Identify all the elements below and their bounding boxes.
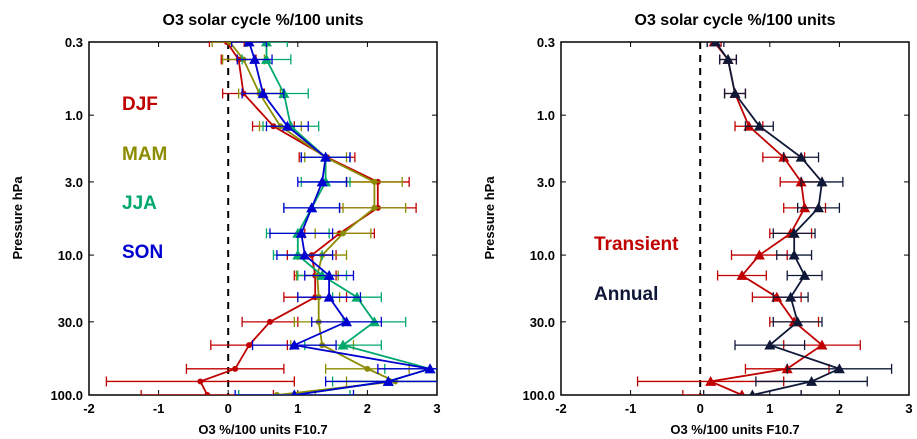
data-point-annual <box>729 87 741 98</box>
data-point-son <box>243 42 255 47</box>
x-tick-label: 2 <box>364 401 371 416</box>
chart-panel-right: O3 solar cycle %/100 units O3 %/100 unit… <box>482 12 913 437</box>
data-point-son <box>249 53 261 64</box>
data-point-annual <box>806 375 818 386</box>
chart-title-left: O3 solar cycle %/100 units <box>163 12 364 29</box>
x-tick-label: 1 <box>766 401 773 416</box>
data-point-transient <box>705 375 717 386</box>
series-line-jja <box>265 42 434 395</box>
data-point-annual <box>788 249 800 260</box>
x-tick-label: -2 <box>83 401 95 416</box>
data-point-annual <box>833 363 845 374</box>
y-tick-label: 0.3 <box>65 35 83 50</box>
data-point-son <box>257 87 269 98</box>
data-point-mam <box>273 392 280 395</box>
data-point-mam <box>340 230 347 237</box>
y-tick-label: 100.0 <box>522 388 555 403</box>
y-tick-label: 1.0 <box>65 108 83 123</box>
y-tick-label: 30.0 <box>58 315 83 330</box>
x-tick-label: 3 <box>433 401 440 416</box>
legend-label-jja: JJA <box>122 193 157 214</box>
x-tick-label: -2 <box>555 401 567 416</box>
data-point-djf <box>204 392 211 395</box>
y-tick-label: 3.0 <box>65 175 83 190</box>
data-point-transient <box>753 249 765 260</box>
x-tick-label: 2 <box>836 401 843 416</box>
data-point-son <box>323 270 335 280</box>
legend-label-mam: MAM <box>122 144 167 165</box>
data-point-mam <box>364 365 371 372</box>
legend-label-annual: Annual <box>594 284 658 305</box>
x-tick-label: -1 <box>625 401 637 416</box>
data-layer <box>636 42 893 395</box>
data-point-son <box>320 151 332 162</box>
x-tick-label: 0 <box>697 401 704 416</box>
y-tick-label: 30.0 <box>530 315 555 330</box>
legend-label-transient: Transient <box>594 234 679 255</box>
legend-label-son: SON <box>122 242 163 263</box>
y-axis-label-right: Pressure hPa <box>482 176 497 260</box>
y-tick-label: 10.0 <box>58 248 83 263</box>
x-axis-label-right: O3 %/100 units F10.7 <box>670 422 799 437</box>
chart-title-right: O3 solar cycle %/100 units <box>635 12 836 29</box>
data-point-annual <box>785 291 797 302</box>
data-point-djf <box>246 342 253 349</box>
plot-area-left: -2 -1 0 1 2 3 0.3 1.0 3.0 10.0 30.0 100.0 <box>50 35 440 416</box>
data-point-transient <box>816 339 828 350</box>
plot-area-right: -2 -1 0 1 2 3 0.3 1.0 3.0 10.0 30.0 100.0 <box>522 35 912 416</box>
data-point-annual <box>813 202 825 213</box>
y-tick-label: 0.3 <box>537 35 555 50</box>
series-line-mam <box>228 42 399 395</box>
y-tick-label: 100.0 <box>50 388 83 403</box>
data-point-djf <box>266 318 273 325</box>
data-point-annual <box>749 389 756 395</box>
y-tick-label: 1.0 <box>537 108 555 123</box>
data-point-annual <box>792 316 804 327</box>
x-tick-label: -1 <box>153 401 165 416</box>
y-axis-label-left: Pressure hPa <box>10 176 25 260</box>
series-line-transient <box>707 42 824 395</box>
data-point-annual <box>753 120 765 131</box>
x-tick-label: 1 <box>294 401 301 416</box>
data-point-mam <box>371 178 378 185</box>
data-point-son <box>299 249 311 260</box>
series-line-son <box>248 42 431 395</box>
x-axis-label-left: O3 %/100 units F10.7 <box>198 422 327 437</box>
data-point-son <box>291 389 298 395</box>
data-point-son <box>281 120 293 131</box>
data-point-son <box>341 316 353 327</box>
data-point-annual <box>799 270 811 280</box>
data-point-jja <box>337 339 349 350</box>
data-point-mam <box>371 204 378 211</box>
data-point-djf <box>232 365 239 372</box>
data-point-transient <box>738 389 746 395</box>
data-point-annual <box>816 176 828 187</box>
data-point-son <box>316 176 328 187</box>
data-point-son <box>424 363 436 374</box>
data-layer <box>105 42 437 395</box>
data-point-annual <box>710 42 722 47</box>
series-line-djf <box>199 42 379 395</box>
data-point-annual <box>722 53 734 64</box>
series-line-annual <box>714 42 842 395</box>
data-point-annual <box>795 151 807 162</box>
data-point-son <box>382 375 394 386</box>
x-tick-label: 3 <box>905 401 912 416</box>
data-point-son <box>306 202 318 213</box>
data-point-transient <box>736 270 748 280</box>
data-point-son <box>295 227 307 238</box>
chart-panel-left: O3 solar cycle %/100 units O3 %/100 unit… <box>10 12 441 437</box>
legend-label-djf: DJF <box>122 94 158 115</box>
data-point-annual <box>764 339 776 350</box>
data-point-son <box>288 339 300 350</box>
y-tick-label: 10.0 <box>530 248 555 263</box>
y-tick-label: 3.0 <box>537 175 555 190</box>
x-tick-label: 0 <box>225 401 232 416</box>
data-point-annual <box>788 227 800 238</box>
data-point-djf <box>197 378 204 385</box>
data-point-son <box>323 291 335 302</box>
